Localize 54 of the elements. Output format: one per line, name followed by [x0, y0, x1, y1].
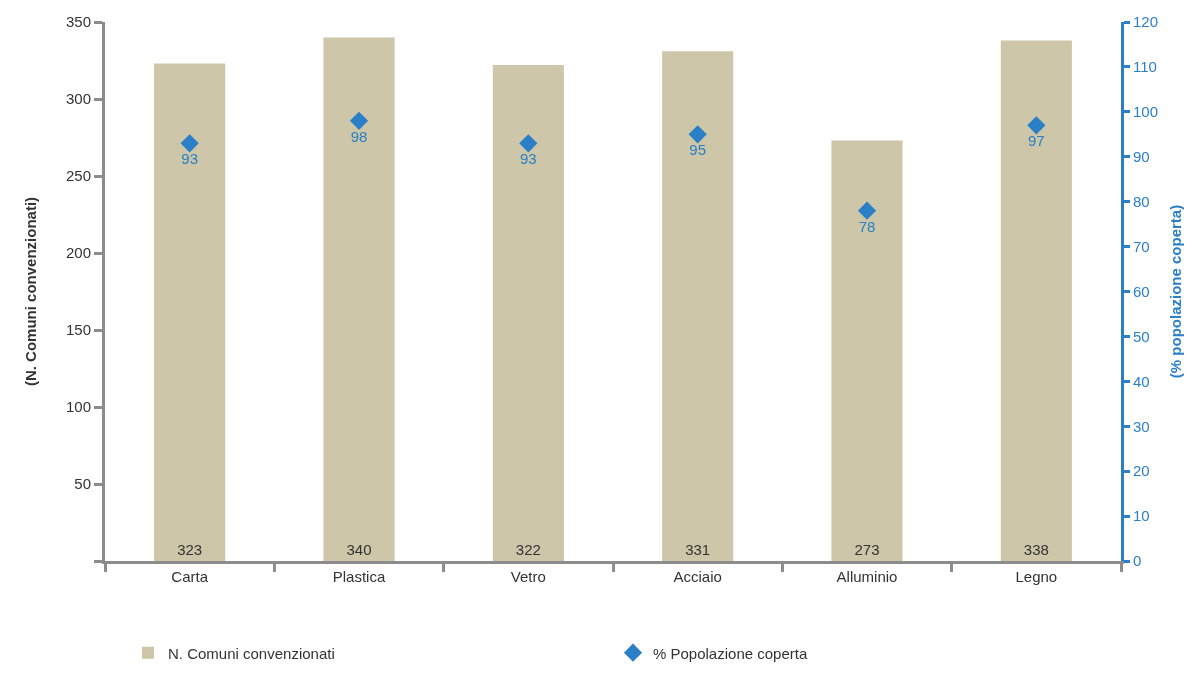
data-label: 93 — [519, 150, 537, 168]
y2-tick-label: 100 — [1133, 103, 1159, 121]
legend-label: % Popolazione coperta — [653, 644, 808, 662]
bar — [1000, 40, 1072, 561]
bar — [154, 63, 226, 561]
y2-tick-label: 70 — [1133, 237, 1150, 255]
data-label: 331 — [685, 541, 711, 558]
bar — [492, 65, 564, 561]
point — [180, 134, 199, 153]
y2-tick-label: 10 — [1133, 507, 1150, 525]
data-label: 322 — [515, 541, 541, 558]
x-tick-label: Alluminio — [836, 568, 898, 585]
x-tick-label: Plastica — [332, 568, 386, 585]
x-tick-label: Carta — [171, 568, 209, 585]
y2-tick-label: 30 — [1133, 417, 1150, 435]
data-label: 340 — [346, 541, 372, 558]
data-label: 78 — [858, 217, 876, 235]
data-label: 273 — [854, 541, 880, 558]
point — [1027, 116, 1046, 135]
data-label: 97 — [1027, 132, 1045, 150]
x-tick-label: Legno — [1015, 568, 1058, 585]
y-tick-label: 50 — [74, 475, 91, 493]
point — [519, 134, 538, 153]
y-tick-label: 300 — [65, 90, 91, 108]
y2-tick-label: 40 — [1133, 372, 1150, 390]
data-label: 98 — [350, 127, 368, 145]
data-label: 338 — [1023, 541, 1049, 558]
data-label: 95 — [689, 141, 707, 159]
y2-tick-label: 120 — [1133, 13, 1159, 31]
point — [349, 111, 369, 130]
y2-tick-label: 50 — [1133, 327, 1150, 345]
y2-tick-label: 110 — [1133, 58, 1157, 76]
legend-label: N. Comuni convenzionati — [168, 644, 335, 662]
y2-tick-label: 0 — [1133, 552, 1142, 570]
bar — [323, 37, 395, 561]
y2-tick-label: 80 — [1133, 192, 1150, 210]
y-tick-label: 200 — [65, 244, 91, 262]
y2-axis-title: (% popolazione coperta) — [1167, 204, 1185, 379]
y2-tick-label: 90 — [1133, 148, 1150, 165]
x-tick-label: Vetro — [510, 568, 546, 585]
point — [857, 201, 877, 220]
data-label: 323 — [177, 541, 203, 558]
y2-tick-label: 20 — [1133, 462, 1150, 480]
data-label: 93 — [181, 150, 199, 168]
y-tick-label: 250 — [65, 167, 91, 185]
point — [688, 125, 707, 144]
y-tick-label: 150 — [65, 321, 91, 339]
bar — [831, 140, 903, 561]
bar — [662, 51, 734, 561]
y2-tick-label: 60 — [1133, 282, 1150, 300]
y-tick-label: 100 — [65, 398, 91, 416]
y-tick-label: 350 — [65, 13, 91, 31]
y-axis-title: (N. Comuni convenzionati) — [22, 196, 40, 387]
x-tick-label: Acciaio — [673, 568, 722, 585]
